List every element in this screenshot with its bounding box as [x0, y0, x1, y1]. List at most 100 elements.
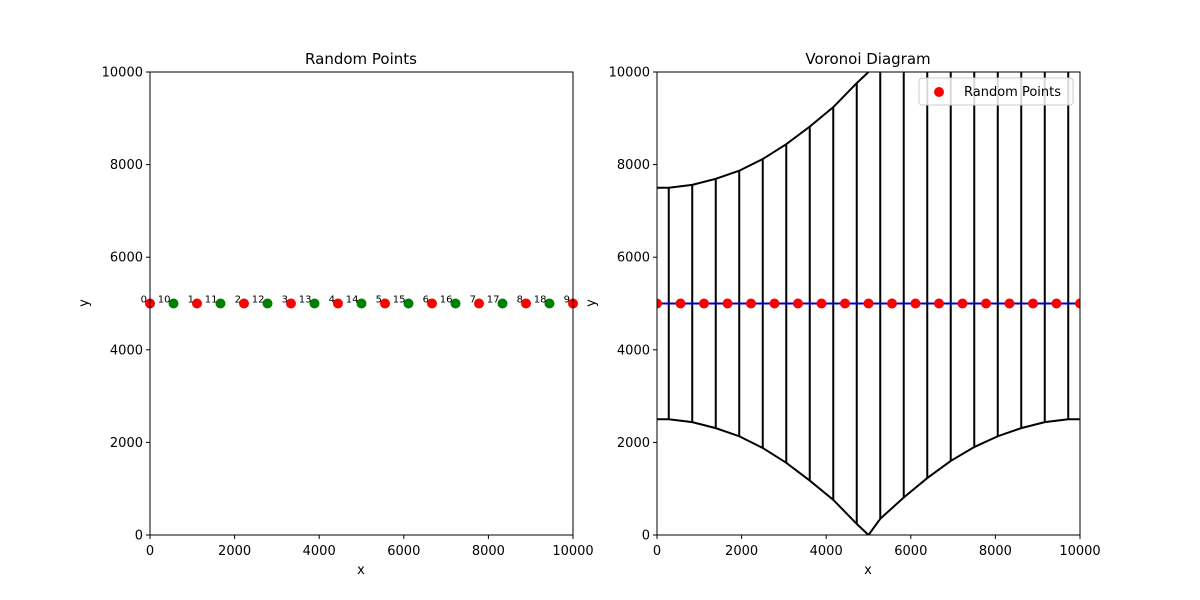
voronoi-x-tick-label: 10000 — [1059, 544, 1100, 559]
green-point — [309, 298, 320, 309]
random-points-y-tick-label: 0 — [135, 529, 143, 544]
green-point — [544, 298, 555, 309]
red-point — [521, 298, 532, 309]
point-label: 9 — [564, 295, 570, 306]
random-points-x-tick-label: 2000 — [218, 544, 251, 559]
red-point — [332, 298, 343, 309]
voronoi-y-tick-label: 2000 — [617, 436, 650, 451]
random-points-x-tick-label: 4000 — [303, 544, 336, 559]
random-points-x-ticks: 0 2000 4000 6000 8000 10000 — [146, 535, 594, 559]
random-point — [934, 298, 945, 309]
random-points-y-ticks: 0 2000 4000 6000 8000 10000 — [102, 66, 150, 544]
random-point — [1075, 298, 1080, 309]
red-point — [380, 298, 391, 309]
point-label: 3 — [282, 295, 288, 306]
legend-label: Random Points — [964, 85, 1061, 100]
random-points-y-label: y — [77, 299, 92, 307]
point-label: 15 — [393, 295, 406, 306]
point-label: 16 — [440, 295, 453, 306]
random-points-x-tick-label: 10000 — [552, 544, 593, 559]
random-point — [657, 298, 662, 309]
random-points-y-tick-label: 2000 — [110, 436, 143, 451]
random-points-y-tick-label: 6000 — [110, 251, 143, 266]
point-label: 14 — [346, 295, 359, 306]
random-points-title: Random Points — [305, 50, 417, 68]
random-point — [722, 298, 733, 309]
random-point — [957, 298, 968, 309]
green-point — [168, 298, 179, 309]
random-point — [1051, 298, 1062, 309]
random-point — [698, 298, 709, 309]
voronoi-title: Voronoi Diagram — [805, 50, 930, 68]
voronoi-y-tick-label: 8000 — [617, 158, 650, 173]
random-points-x-tick-label: 8000 — [472, 544, 505, 559]
voronoi-x-tick-label: 2000 — [725, 544, 758, 559]
voronoi-upper-boundary — [657, 72, 870, 189]
green-point — [450, 298, 461, 309]
random-points-y-tick-label: 8000 — [110, 158, 143, 173]
voronoi-panel: Voronoi Diagram 0 2000 4000 6000 8000 10000 0… — [584, 50, 1101, 578]
random-point — [792, 298, 803, 309]
random-point — [1004, 298, 1015, 309]
random-points-y-tick-label: 10000 — [102, 66, 143, 81]
red-point — [191, 298, 202, 309]
voronoi-y-tick-label: 0 — [642, 529, 650, 544]
random-point — [981, 298, 992, 309]
red-point — [238, 298, 249, 309]
point-label: 13 — [299, 295, 312, 306]
point-label: 17 — [487, 295, 500, 306]
voronoi-x-tick-label: 6000 — [894, 544, 927, 559]
random-point — [1028, 298, 1039, 309]
red-point — [474, 298, 485, 309]
green-point — [215, 298, 226, 309]
random-points-plot-area: 0 1 2 3 4 5 6 7 8 910 11 12 13 14 15 16 17 18 — [141, 295, 578, 309]
voronoi-x-tick-label: 8000 — [979, 544, 1012, 559]
red-point — [285, 298, 296, 309]
voronoi-x-label: x — [864, 563, 872, 578]
green-point — [497, 298, 508, 309]
voronoi-x-tick-label: 0 — [653, 544, 661, 559]
green-point — [356, 298, 367, 309]
random-points-y-tick-label: 4000 — [110, 343, 143, 358]
random-point — [863, 298, 874, 309]
voronoi-y-label: y — [584, 299, 599, 307]
voronoi-x-tick-label: 4000 — [810, 544, 843, 559]
point-label: 12 — [252, 295, 265, 306]
random-point — [910, 298, 921, 309]
green-point — [403, 298, 414, 309]
random-points-x-label: x — [357, 563, 365, 578]
random-points-axes-frame — [149, 71, 574, 536]
random-point — [745, 298, 756, 309]
random-points-panel: Random Points 0 1 2 3 4 5 6 7 8 910 11 12 13 14 15 16 17… — [77, 50, 594, 578]
point-label: 11 — [205, 295, 218, 306]
legend-marker — [934, 87, 944, 97]
point-label: 10 — [158, 295, 171, 306]
voronoi-plot-area — [657, 72, 1080, 535]
point-label: 8 — [517, 295, 523, 306]
voronoi-y-tick-label: 4000 — [617, 343, 650, 358]
random-point — [887, 298, 898, 309]
green-point — [262, 298, 273, 309]
random-point — [675, 298, 686, 309]
point-label: 1 — [188, 295, 194, 306]
legend-box — [918, 77, 1074, 106]
point-label: 5 — [376, 295, 382, 306]
point-label: 4 — [329, 295, 335, 306]
point-label: 0 — [141, 295, 147, 306]
random-point — [769, 298, 780, 309]
point-label: 6 — [423, 295, 429, 306]
voronoi-legend: Random Points — [918, 77, 1074, 106]
random-point — [839, 298, 850, 309]
random-points-x-tick-label: 6000 — [387, 544, 420, 559]
voronoi-x-ticks: 0 2000 4000 6000 8000 10000 — [653, 535, 1101, 559]
point-label: 18 — [534, 295, 547, 306]
red-point — [427, 298, 438, 309]
random-point — [816, 298, 827, 309]
point-label: 7 — [470, 295, 476, 306]
voronoi-y-tick-label: 10000 — [609, 66, 650, 81]
voronoi-y-ticks: 0 2000 4000 6000 8000 10000 — [609, 66, 657, 544]
voronoi-axes-frame — [656, 71, 1081, 536]
random-points-x-tick-label: 0 — [146, 544, 154, 559]
voronoi-y-tick-label: 6000 — [617, 251, 650, 266]
